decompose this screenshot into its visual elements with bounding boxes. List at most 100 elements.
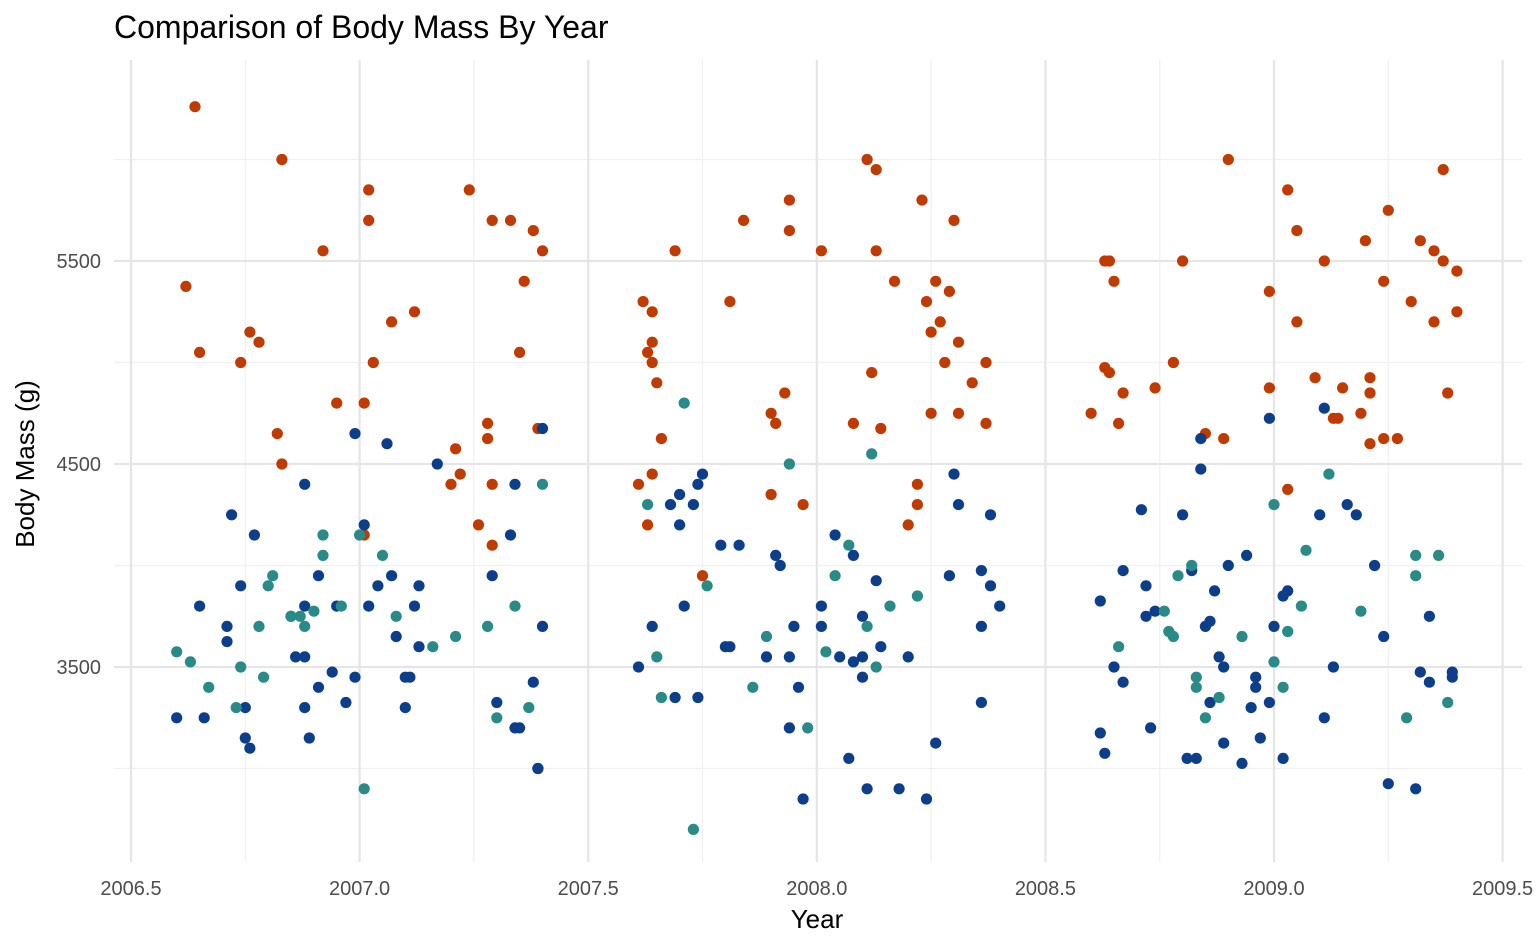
data-point	[1099, 747, 1111, 759]
data-point	[244, 742, 256, 754]
data-point	[1094, 727, 1106, 739]
data-point	[760, 651, 773, 663]
data-point	[701, 580, 713, 592]
data-point	[404, 671, 416, 683]
data-point	[911, 590, 924, 602]
data-point	[1190, 681, 1202, 693]
data-point	[765, 488, 777, 501]
data-point	[1314, 509, 1326, 521]
data-point	[925, 407, 937, 419]
data-point	[1140, 610, 1152, 622]
data-point	[1167, 356, 1179, 369]
data-point	[308, 605, 320, 617]
x-tick-label: 2008.5	[1015, 878, 1076, 900]
data-point	[1282, 585, 1294, 597]
data-point	[431, 458, 443, 470]
data-point	[1382, 778, 1394, 790]
data-point	[1410, 549, 1422, 562]
data-point	[651, 651, 663, 663]
data-point	[1241, 549, 1253, 562]
data-point	[1245, 702, 1257, 714]
data-point	[847, 549, 860, 562]
data-point	[856, 610, 869, 622]
data-point	[724, 296, 736, 308]
data-point	[655, 691, 668, 704]
data-point	[678, 600, 690, 612]
data-point	[536, 422, 549, 435]
data-point	[180, 280, 192, 292]
data-point	[532, 762, 544, 775]
data-point	[358, 519, 370, 531]
data-point	[1181, 752, 1193, 765]
data-point	[696, 468, 709, 480]
data-point	[829, 529, 841, 541]
data-point	[724, 641, 736, 653]
data-point	[1218, 433, 1230, 445]
data-point	[1190, 752, 1202, 765]
data-point	[372, 580, 384, 592]
data-point	[363, 214, 375, 226]
data-point	[1378, 433, 1390, 445]
data-point	[1355, 407, 1367, 419]
data-point	[984, 580, 997, 592]
data-point	[376, 549, 389, 562]
data-point	[486, 214, 498, 226]
data-point	[815, 620, 828, 633]
data-point	[203, 681, 215, 693]
data-point	[450, 443, 462, 455]
data-point	[920, 793, 933, 805]
data-point	[358, 397, 370, 409]
data-point	[1318, 402, 1330, 414]
data-point	[934, 316, 946, 328]
data-point	[870, 575, 882, 587]
data-point	[870, 164, 882, 176]
data-point	[788, 620, 800, 633]
data-point	[1268, 656, 1280, 668]
data-point	[1401, 712, 1413, 724]
data-point	[1410, 570, 1422, 582]
data-point	[303, 732, 315, 744]
data-point	[518, 275, 530, 287]
data-point	[1117, 676, 1129, 688]
data-point	[939, 356, 951, 369]
data-point	[509, 600, 521, 612]
data-point	[870, 245, 882, 257]
data-point	[1218, 661, 1230, 673]
data-point	[221, 620, 233, 633]
data-point	[875, 641, 887, 653]
data-point	[1323, 468, 1335, 480]
data-point	[235, 356, 247, 369]
data-point	[226, 509, 238, 521]
data-point	[390, 630, 402, 643]
data-point	[843, 752, 855, 765]
data-point	[1263, 412, 1275, 424]
data-point	[1282, 483, 1294, 495]
data-point	[815, 600, 828, 612]
data-point	[299, 702, 311, 714]
data-point	[299, 600, 311, 612]
data-point	[527, 225, 539, 237]
data-point	[1186, 559, 1198, 572]
data-point	[1423, 676, 1435, 688]
data-point	[299, 478, 311, 490]
data-point	[1204, 615, 1216, 627]
y-axis-title: Body Mass (g)	[10, 380, 40, 548]
data-point	[349, 671, 361, 683]
data-point	[687, 499, 700, 511]
data-point	[980, 417, 992, 429]
data-point	[1332, 412, 1344, 424]
data-point	[797, 793, 809, 805]
data-point	[815, 245, 828, 257]
data-point	[834, 651, 846, 663]
data-point	[1291, 225, 1303, 237]
data-point	[1300, 544, 1312, 556]
data-point	[1149, 382, 1161, 394]
data-point	[1318, 255, 1330, 267]
data-point	[715, 539, 727, 551]
data-point	[1451, 265, 1463, 277]
data-point	[1218, 737, 1230, 749]
data-point	[1263, 285, 1275, 297]
data-point	[408, 600, 421, 612]
data-point	[1359, 235, 1371, 247]
